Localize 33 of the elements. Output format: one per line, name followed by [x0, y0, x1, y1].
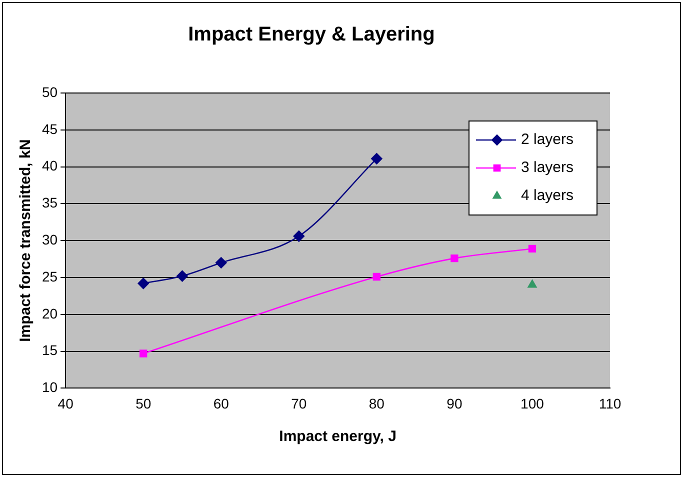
y-tick-label: 15 — [42, 342, 58, 358]
x-tick-label: 70 — [291, 395, 307, 412]
point — [140, 350, 148, 358]
x-tick-label: 50 — [136, 395, 152, 412]
y-tick-label: 50 — [42, 84, 58, 100]
legend-label: 2 layers — [521, 131, 574, 148]
x-axis-title: Impact energy, J — [279, 428, 396, 446]
x-tick-label: 40 — [58, 395, 74, 412]
x-tick-label: 100 — [520, 395, 544, 412]
y-tick-label: 40 — [42, 158, 58, 174]
chart-title: Impact Energy & Layering — [188, 24, 435, 46]
y-tick-label: 30 — [42, 231, 58, 248]
y-tick-label: 10 — [42, 379, 58, 396]
point — [293, 230, 305, 242]
y-tick-label: 20 — [42, 305, 58, 322]
x-tick-label: 80 — [368, 395, 385, 412]
point — [372, 272, 381, 281]
point — [138, 278, 149, 290]
y-axis-title: Impact force transmitted, kN — [17, 139, 34, 342]
point — [450, 254, 458, 262]
point — [371, 153, 382, 164]
point — [215, 257, 227, 268]
point — [528, 280, 537, 288]
y-tick-label: 35 — [42, 194, 58, 211]
y-tick-label: 25 — [42, 268, 58, 284]
x-tick-label: 90 — [446, 395, 462, 412]
point — [176, 270, 188, 282]
legend-label: 3 layers — [521, 159, 574, 176]
x-tick-label: 110 — [598, 395, 622, 412]
y-tick-label: 45 — [42, 120, 58, 137]
point — [528, 244, 536, 253]
x-tick-label: 60 — [213, 395, 230, 412]
legend-label: 4 layers — [521, 187, 574, 204]
